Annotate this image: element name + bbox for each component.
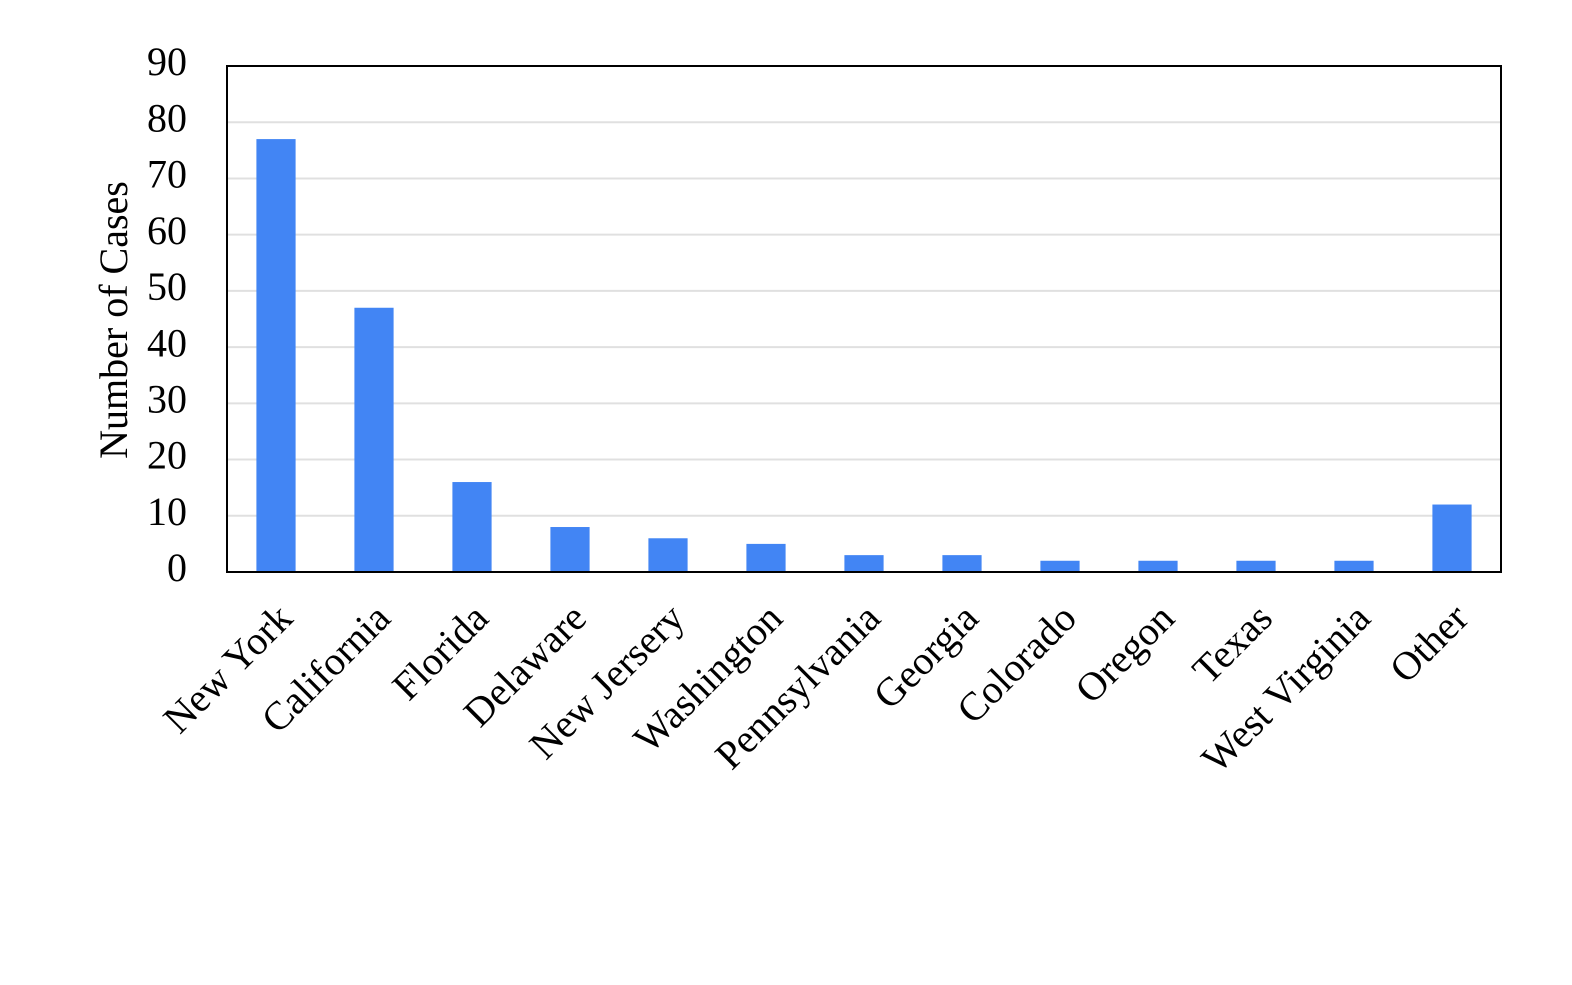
bar xyxy=(1432,504,1472,572)
y-axis-label: Number of Cases xyxy=(91,181,136,459)
bar xyxy=(844,555,884,572)
x-tick-label: Other xyxy=(1381,595,1477,691)
bar xyxy=(746,543,786,572)
y-tick-label: 90 xyxy=(147,39,187,84)
y-tick-label: 60 xyxy=(147,208,187,253)
bar xyxy=(1040,560,1080,572)
bar xyxy=(1138,560,1178,572)
plot-frame xyxy=(226,65,1502,573)
y-tick-label: 70 xyxy=(147,152,187,197)
y-tick-label: 80 xyxy=(147,95,187,140)
bar xyxy=(550,527,590,572)
bar xyxy=(1236,560,1276,572)
bar xyxy=(354,307,394,572)
bar xyxy=(648,538,688,572)
y-tick-label: 10 xyxy=(147,489,187,534)
y-tick-label: 40 xyxy=(147,320,187,365)
bar xyxy=(256,139,296,573)
x-tick-label: Oregon xyxy=(1066,595,1183,712)
y-tick-label: 50 xyxy=(147,264,187,309)
bar xyxy=(1334,560,1374,572)
bar xyxy=(942,555,982,572)
y-tick-label: 0 xyxy=(167,545,187,590)
bar xyxy=(452,482,492,572)
y-tick-label: 20 xyxy=(147,433,187,478)
y-tick-label: 30 xyxy=(147,377,187,422)
